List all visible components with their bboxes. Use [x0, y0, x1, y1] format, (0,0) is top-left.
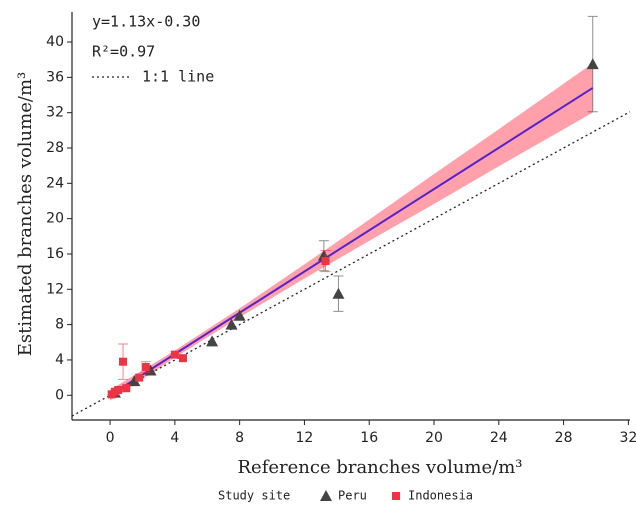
x-tick-label: 4: [170, 430, 179, 446]
data-point: [233, 309, 246, 321]
legend-marker: [392, 492, 400, 500]
y-axis-label: Estimated branches volume/m³: [15, 72, 36, 356]
x-tick-label: 24: [490, 430, 508, 446]
data-point: [170, 350, 179, 359]
y-tick-label: 36: [46, 69, 64, 85]
data-point: [135, 373, 144, 382]
data-point: [332, 287, 345, 299]
data-point: [321, 257, 330, 266]
r-squared: R²=0.97: [92, 43, 155, 61]
x-tick-label: 16: [360, 430, 378, 446]
legend-label: Indonesia: [408, 489, 473, 503]
data-point: [141, 363, 150, 372]
x-axis-label: Reference branches volume/m³: [238, 457, 523, 478]
legend-marker: [320, 490, 332, 501]
legend-title: Study site: [218, 489, 290, 503]
y-tick-label: 4: [55, 352, 64, 368]
y-tick-label: 0: [55, 387, 64, 403]
data-point: [128, 375, 141, 387]
legend-label: 1:1 line: [142, 68, 214, 86]
data-point: [119, 357, 128, 366]
y-tick-label: 20: [46, 211, 64, 227]
y-tick-label: 12: [46, 281, 64, 297]
x-tick-label: 32: [619, 430, 636, 446]
data-point: [122, 384, 131, 393]
x-tick-label: 8: [235, 430, 244, 446]
fit-line: [109, 87, 594, 397]
y-tick-label: 16: [46, 246, 64, 262]
data-point: [206, 335, 219, 347]
y-tick-label: 8: [55, 317, 64, 333]
x-tick-label: 28: [555, 430, 573, 446]
data-point: [586, 58, 599, 70]
data-point: [225, 318, 238, 330]
y-tick-label: 32: [46, 105, 64, 121]
x-tick-label: 12: [296, 430, 314, 446]
x-tick-label: 20: [425, 430, 443, 446]
y-tick-label: 28: [46, 140, 64, 156]
legend-label: Peru: [338, 489, 367, 503]
data-point: [114, 385, 123, 394]
equation: y=1.13x-0.30: [92, 13, 200, 31]
confidence-band: [110, 63, 593, 401]
identity-line: [71, 111, 631, 417]
data-point: [178, 354, 187, 363]
y-tick-label: 24: [46, 175, 64, 191]
x-tick-label: 0: [106, 430, 115, 446]
y-tick-label: 40: [46, 34, 64, 50]
